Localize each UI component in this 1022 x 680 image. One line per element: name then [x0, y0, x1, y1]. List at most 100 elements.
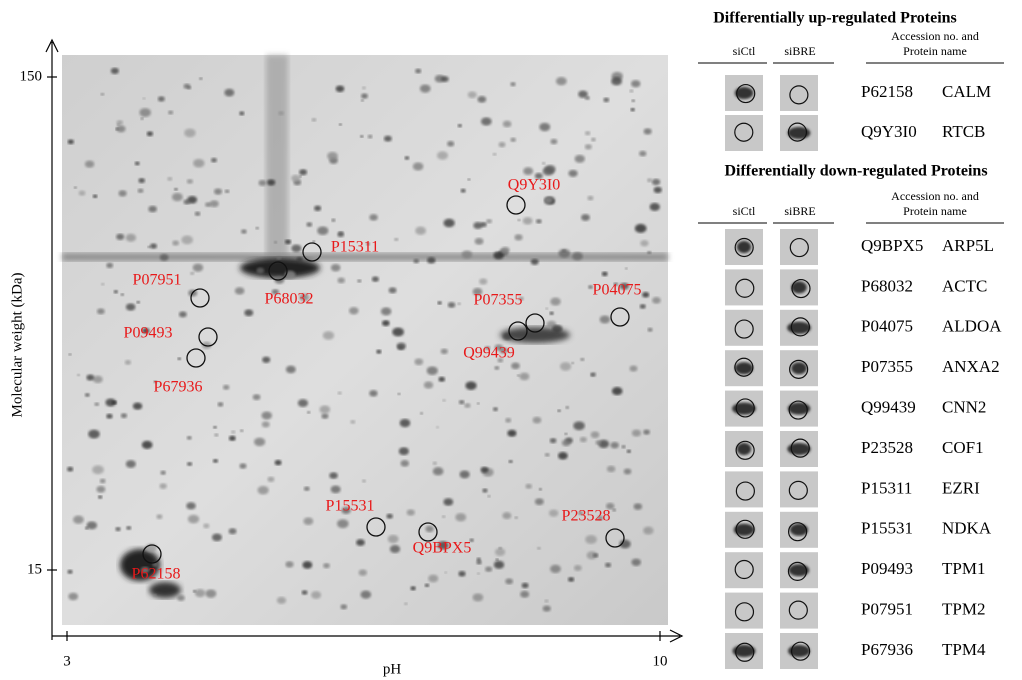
gel-spot: [473, 593, 484, 601]
column-header: Accession no. and: [891, 29, 979, 43]
gel-spot: [311, 591, 321, 599]
gel-spot: [511, 362, 520, 369]
gel-spot: [630, 90, 634, 93]
thumbnail-spot: [737, 241, 751, 253]
gel-spot: [116, 234, 124, 240]
gel-spot: [593, 553, 599, 557]
gel-spot: [317, 226, 328, 235]
gel-spot: [447, 141, 454, 146]
gel-spot: [536, 219, 542, 223]
y-tick-label: 150: [20, 68, 43, 84]
gel-spot: [205, 589, 216, 597]
gel-spot: [407, 509, 415, 515]
gel-spot: [214, 188, 222, 194]
gel-spot: [150, 243, 157, 248]
gel-spot: [117, 120, 123, 125]
y-axis: [46, 40, 58, 640]
gel-spot: [437, 301, 441, 304]
spot-label: P67936: [154, 379, 203, 396]
gel-spot: [635, 224, 647, 233]
thumbnail-spot: [791, 362, 806, 374]
gel-spot: [648, 328, 653, 332]
gel-spot: [126, 460, 136, 468]
gel-spot: [444, 219, 455, 228]
gel-spot: [96, 486, 105, 493]
gel-spot: [349, 307, 359, 314]
accession: P15531: [861, 519, 913, 538]
gel-spot: [510, 138, 516, 142]
gel-spot: [585, 535, 597, 544]
gel-spot: [425, 526, 433, 533]
gel-spot: [607, 466, 616, 473]
gel-spot: [93, 376, 103, 383]
gel-spot: [143, 97, 146, 99]
gel-spot: [139, 108, 151, 117]
gel-spot: [121, 293, 124, 296]
gel-spot: [262, 357, 270, 363]
gel-spot: [539, 123, 550, 131]
gel-spot: [464, 403, 470, 408]
gel-spot: [591, 431, 600, 438]
spot-label: P04075: [593, 282, 642, 299]
column-header: siCtl: [733, 204, 756, 218]
gel-spot: [212, 534, 222, 542]
gel-spot: [415, 69, 421, 74]
protein-name: ANXA2: [942, 357, 1000, 376]
gel-spot: [531, 259, 539, 265]
gel-spot: [258, 486, 269, 495]
gel-spot: [415, 227, 426, 235]
gel-spot: [600, 316, 610, 324]
gel-spot: [116, 125, 125, 132]
gel-spot: [376, 350, 381, 354]
column-header: siBRE: [784, 44, 815, 58]
gel-spot: [587, 196, 593, 201]
gel-spot: [302, 590, 308, 595]
gel-spot: [126, 234, 136, 242]
gel-spot: [591, 138, 596, 142]
gel-spot: [106, 263, 113, 268]
gel-spot: [425, 584, 429, 587]
gel-spot: [565, 406, 569, 409]
gel-spot: [493, 153, 497, 156]
gel-spot: [148, 206, 157, 213]
gel-spot: [337, 278, 344, 284]
gel-spot: [213, 426, 216, 429]
gel-spot: [611, 77, 622, 85]
gel-spot: [303, 517, 313, 525]
gel-spot: [591, 373, 595, 376]
gel-spot: [211, 158, 217, 163]
gel-spot: [444, 571, 447, 573]
gel-spot: [494, 366, 499, 370]
gel-spot: [525, 484, 532, 489]
gel-spot: [177, 595, 185, 601]
gel-spot: [213, 459, 218, 463]
gel-spot: [158, 96, 165, 101]
gel-spot: [627, 450, 631, 453]
gel-spot: [331, 486, 341, 494]
gel-spot: [458, 303, 461, 306]
gel-spot: [178, 357, 182, 360]
accession: P67936: [861, 640, 913, 659]
gel-spot: [214, 433, 218, 436]
gel-spot: [427, 366, 438, 375]
protein-name: ACTC: [942, 276, 987, 295]
gel-spot: [101, 93, 104, 96]
spot-thumbnail: [725, 310, 763, 346]
gel-spot: [241, 229, 247, 233]
gel-spot: [480, 467, 488, 473]
gel-spot: [533, 417, 542, 424]
gel-spot: [438, 377, 445, 382]
gel-spot: [210, 200, 219, 207]
gel-spot: [254, 438, 265, 447]
spot-thumbnail: [780, 593, 818, 629]
gel-spot: [399, 447, 409, 455]
gel-spot: [286, 366, 296, 374]
accession: Q9BPX5: [861, 236, 923, 255]
gel-spot: [223, 385, 229, 390]
gel-spot: [448, 302, 456, 308]
accession: P62158: [861, 82, 913, 101]
gel-spot: [312, 118, 317, 122]
section-title: Differentially up-regulated Proteins: [713, 10, 957, 27]
gel-spot: [414, 358, 423, 365]
gel-spot: [433, 467, 444, 475]
